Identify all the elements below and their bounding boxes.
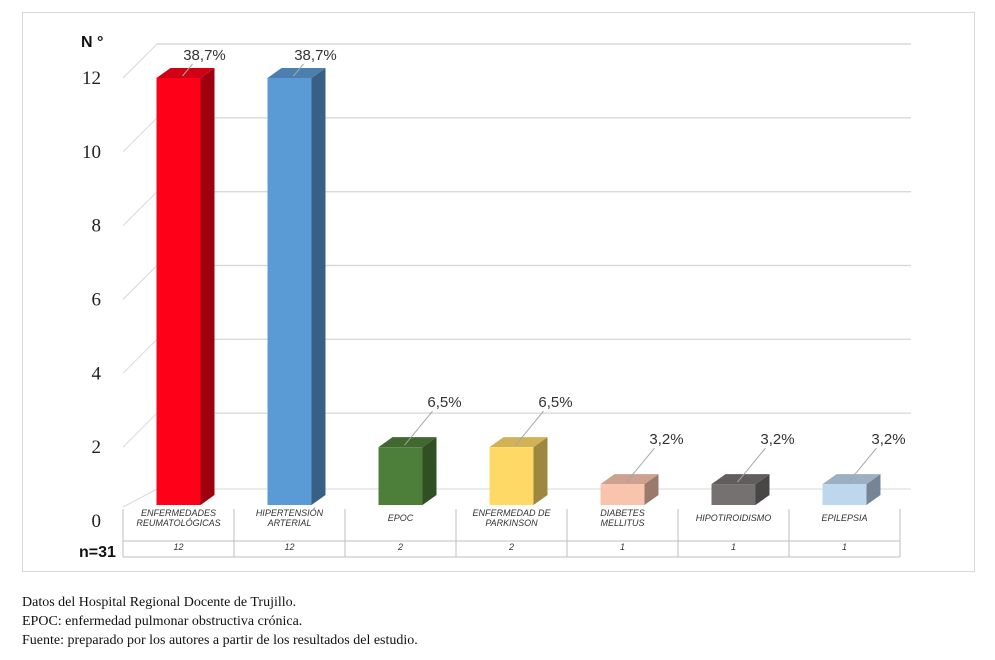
note-source-authors: Fuente: preparado por los autores a part…: [22, 633, 418, 648]
category-label: REUMATOLÓGICAS: [136, 518, 220, 528]
category-label: HIPERTENSIÓN: [256, 508, 324, 518]
y-tick-label: 0: [92, 511, 102, 532]
category-label: ENFERMEDADES: [141, 508, 216, 518]
category-count: 1: [731, 542, 736, 552]
category-count: 12: [173, 542, 183, 552]
bar-side: [755, 474, 770, 505]
data-labels: 38,7% 38,7% 6,5% 6,5% 3,2% 3,2% 3,2%: [182, 47, 906, 483]
bar: [156, 78, 201, 505]
bar-side: [644, 474, 659, 505]
y-tick-label: 8: [92, 216, 102, 237]
bars: [156, 68, 881, 505]
bar: [600, 484, 645, 505]
gridline-diagonal: [122, 412, 158, 448]
gridline-diagonal: [122, 338, 158, 374]
category-label: HIPOTIROIDISMO: [696, 513, 772, 523]
bar: [489, 447, 534, 505]
category-label: EPOC: [388, 513, 414, 523]
y-axis-ticks: 0 2 4 6 8 10 12: [82, 68, 102, 532]
data-label: 3,2%: [760, 431, 794, 448]
note-epoc-definition: EPOC: enfermedad pulmonar obstructiva cr…: [22, 614, 303, 629]
data-label: 38,7%: [294, 47, 337, 64]
chart-frame: 0 2 4 6 8 10 12 38,7% 38,7% 6,5% 6,5% 3,2% 3,2% 3,2%…: [22, 12, 975, 572]
y-tick-label: 12: [82, 68, 101, 89]
leader-line: [737, 447, 766, 483]
bar: [822, 484, 867, 505]
leader-line: [626, 447, 655, 483]
leader-line: [182, 63, 193, 77]
data-table: ENFERMEDADESREUMATOLÓGICAS12HIPERTENSIÓN…: [122, 508, 901, 558]
category-count: 1: [842, 542, 847, 552]
figure-notes: Datos del Hospital Regional Docente de T…: [22, 593, 972, 650]
data-label: 6,5%: [427, 394, 461, 411]
gridline-diagonal: [122, 191, 158, 227]
category-count: 2: [508, 542, 514, 552]
category-count: 2: [397, 542, 403, 552]
category-label: DIABETES: [600, 508, 645, 518]
category-label: EPILEPSIA: [821, 513, 867, 523]
floor-edge-line: [122, 488, 158, 508]
bar-side: [533, 437, 548, 505]
data-label: 38,7%: [183, 47, 226, 64]
note-source-hospital: Datos del Hospital Regional Docente de T…: [22, 595, 297, 610]
bar: [378, 447, 423, 505]
category-count: 1: [620, 542, 625, 552]
data-label: 3,2%: [871, 431, 905, 448]
y-axis-label: N °: [81, 34, 103, 51]
category-label: ARTERIAL: [267, 518, 312, 528]
y-tick-label: 4: [92, 363, 102, 384]
bar-side: [866, 474, 881, 505]
gridline-diagonal: [122, 43, 158, 79]
y-tick-label: 6: [92, 290, 102, 311]
leader-line: [293, 63, 304, 77]
bar-side: [422, 437, 437, 505]
category-label: ENFERMEDAD DE: [472, 508, 551, 518]
data-label: 3,2%: [649, 431, 683, 448]
bar-side: [311, 68, 326, 505]
bar-side: [200, 68, 215, 505]
data-label: 6,5%: [538, 394, 572, 411]
y-tick-label: 10: [82, 142, 101, 163]
leader-line: [848, 447, 877, 483]
gridline-diagonal: [122, 117, 158, 153]
leader-line: [515, 410, 544, 446]
leader-line: [404, 410, 433, 446]
bar: [267, 78, 312, 505]
bar: [711, 484, 756, 505]
gridline-diagonal: [122, 265, 158, 300]
category-label: MELLITUS: [600, 518, 644, 528]
category-label: PARKINSON: [485, 518, 538, 528]
category-count: 12: [284, 542, 294, 552]
y-tick-label: 2: [92, 437, 102, 458]
n-label: n=31: [79, 544, 116, 561]
